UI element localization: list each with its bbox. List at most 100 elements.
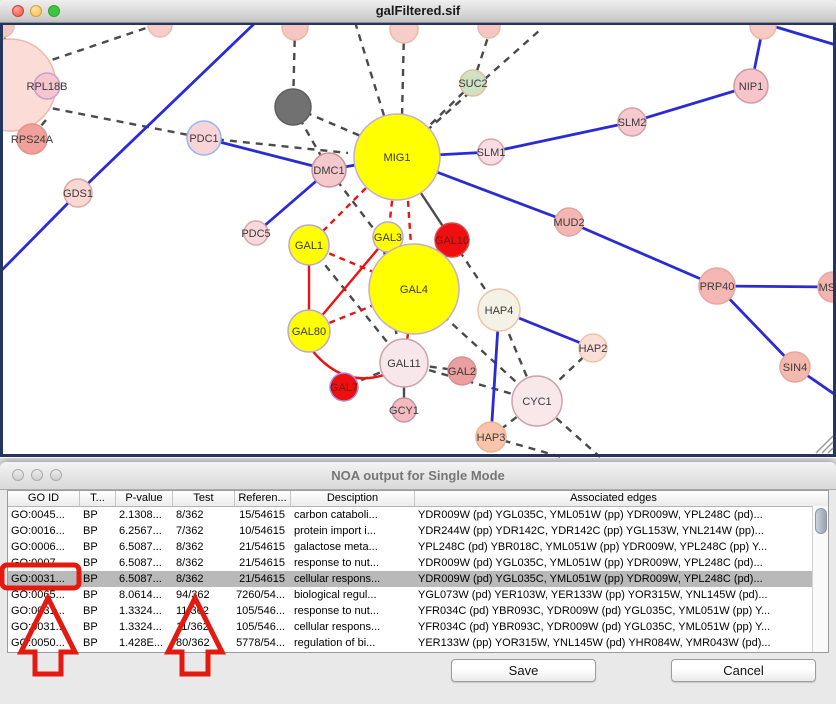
network-node-MIG1[interactable] bbox=[353, 113, 441, 201]
save-button[interactable]: Save bbox=[451, 659, 596, 682]
network-edge-blue[interactable] bbox=[631, 84, 752, 124]
network-window-titlebar[interactable]: galFiltered.sif bbox=[0, 0, 836, 23]
cancel-button[interactable]: Cancel bbox=[671, 659, 816, 682]
table-cell: BP bbox=[83, 589, 98, 601]
network-node-GCY1[interactable] bbox=[391, 397, 417, 423]
network-edge-red-dashed[interactable] bbox=[308, 287, 415, 333]
network-node-GAL80[interactable] bbox=[287, 309, 331, 353]
network-node-label: MIG1 bbox=[384, 152, 411, 164]
noa-window-titlebar[interactable]: NOA output for Single Mode bbox=[0, 462, 836, 490]
column-header-desciption[interactable]: Desciption bbox=[291, 491, 415, 506]
table-body: GO:0045... BP 2.1308... 8/362 15/54615 carbon… bbox=[8, 507, 828, 651]
network-node-GAL4[interactable] bbox=[368, 243, 460, 335]
network-node-RPS24A[interactable] bbox=[16, 123, 48, 155]
network-canvas[interactable]: RPL18B RPS24A GDS1 PDC1 DMC1 MIG1 SLM1 SLM2 NIP1… bbox=[0, 0, 836, 458]
vertical-scrollbar[interactable] bbox=[812, 506, 828, 652]
table-cell: 11/362 bbox=[176, 621, 209, 633]
network-node-MUD2[interactable] bbox=[554, 207, 584, 237]
network-node-GDS1[interactable] bbox=[63, 178, 93, 208]
table-row[interactable]: GO:0050... BP 1.428E... 80/362 5778/54... reg… bbox=[8, 635, 828, 651]
table-cell: GO:0031... bbox=[11, 621, 65, 633]
column-header-referen-[interactable]: Referen... bbox=[235, 491, 291, 506]
table-cell: response to nut... bbox=[294, 605, 379, 617]
network-node-CYC1[interactable] bbox=[511, 375, 563, 427]
noa-window-title: NOA output for Single Mode bbox=[331, 468, 505, 483]
table-cell: 11/362 bbox=[176, 605, 209, 617]
network-edge-gray-dashed[interactable] bbox=[403, 361, 463, 373]
network-node-NIP1[interactable] bbox=[733, 68, 769, 104]
network-edge-blue[interactable] bbox=[568, 220, 718, 288]
window-traffic-lights bbox=[12, 5, 60, 17]
network-node-SLM2[interactable] bbox=[617, 107, 647, 137]
network-edge-blue[interactable] bbox=[77, 20, 257, 195]
network-node-PDC5[interactable] bbox=[243, 220, 269, 246]
column-header-test[interactable]: Test bbox=[173, 491, 235, 506]
table-row[interactable]: GO:0016... BP 6.2567... 7/362 10/54615 protei… bbox=[8, 523, 828, 539]
network-node-label: RPS24A bbox=[11, 134, 54, 146]
network-node-SIN4[interactable] bbox=[779, 351, 811, 383]
network-edge-blue[interactable] bbox=[203, 136, 330, 172]
table-cell: 7260/54... bbox=[236, 589, 285, 601]
minimize-button[interactable] bbox=[30, 5, 42, 17]
table-row[interactable]: GO:0031... BP 1.3324... 11/362 105/546... res… bbox=[8, 603, 828, 619]
table-cell: 1.3324... bbox=[119, 621, 162, 633]
table-cell: GO:0050... bbox=[11, 637, 65, 649]
network-node-GAL2[interactable] bbox=[447, 356, 477, 386]
scrollbar-thumb[interactable] bbox=[815, 508, 827, 534]
network-edge-gray-dashed[interactable] bbox=[353, 21, 388, 123]
column-header-associated-edges[interactable]: Associated edges bbox=[570, 492, 657, 504]
network-node-HAP2[interactable] bbox=[578, 333, 608, 363]
network-node-GAL11[interactable] bbox=[379, 338, 429, 388]
column-header-go-id[interactable]: GO ID bbox=[8, 491, 80, 506]
network-node-HAP4[interactable] bbox=[477, 288, 521, 332]
network-edge-gray-dashed[interactable] bbox=[400, 29, 406, 119]
table-cell: YER133W (pp) YOR315W, YNL145W (pd) YHR08… bbox=[418, 637, 771, 649]
network-window: RPL18B RPS24A GDS1 PDC1 DMC1 MIG1 SLM1 SLM2 NIP1… bbox=[0, 0, 836, 458]
table-row[interactable]: GO:0006... BP 6.5087... 8/362 21/54615 galact… bbox=[8, 539, 828, 555]
network-node-SUC2[interactable] bbox=[459, 69, 487, 97]
table-cell: 8/362 bbox=[176, 573, 204, 585]
network-edge-blue[interactable] bbox=[765, 22, 836, 47]
network-node-gray-node[interactable] bbox=[274, 88, 312, 126]
network-node-GAL10[interactable] bbox=[434, 222, 470, 258]
column-header-t-[interactable]: T... bbox=[80, 491, 116, 506]
table-row[interactable]: GO:0007... BP 6.5087... 8/362 21/54615 respon… bbox=[8, 555, 828, 571]
table-cell: GO:0065... bbox=[11, 589, 65, 601]
table-cell: 8/362 bbox=[176, 509, 204, 521]
network-edge-gray-dashed[interactable] bbox=[471, 24, 494, 84]
zoom-button[interactable] bbox=[50, 469, 62, 481]
close-button[interactable] bbox=[12, 469, 24, 481]
table-row[interactable]: GO:0065... BP 8.0614... 94/362 7260/54... bio… bbox=[8, 587, 828, 603]
network-edge-blue[interactable] bbox=[716, 284, 834, 289]
network-edge-gray-dashed[interactable] bbox=[429, 82, 474, 126]
network-edge-gray-dashed[interactable] bbox=[203, 136, 349, 155]
noa-output-window: NOA output for Single Mode GO ID T... P-va… bbox=[0, 462, 836, 704]
network-node-GAL1[interactable] bbox=[288, 224, 330, 266]
network-node-PDC1[interactable] bbox=[186, 120, 222, 156]
network-node-label: SIN4 bbox=[783, 362, 807, 374]
minimize-button[interactable] bbox=[31, 469, 43, 481]
table-cell: cellular respons... bbox=[294, 573, 381, 585]
table-cell: YPL248C (pd) YBR018C, YML051W (pp) YDR00… bbox=[418, 541, 768, 553]
network-edge-blue[interactable] bbox=[0, 192, 79, 273]
network-edge-red-dashed[interactable] bbox=[308, 243, 415, 291]
network-node-PRP40[interactable] bbox=[698, 267, 736, 305]
network-edge-gray-dashed[interactable] bbox=[490, 400, 538, 438]
network-node-RPL18B[interactable] bbox=[33, 72, 61, 100]
network-node-DMC1[interactable] bbox=[311, 152, 347, 188]
network-edge-gray-dashed[interactable] bbox=[27, 23, 156, 70]
network-node-SLM1[interactable] bbox=[477, 138, 505, 166]
network-edge-blue[interactable] bbox=[490, 120, 633, 154]
column-header-p-value[interactable]: P-value bbox=[116, 491, 173, 506]
network-node-GAL7[interactable] bbox=[329, 372, 359, 402]
network-edge-gray-dashed[interactable] bbox=[39, 104, 205, 140]
table-row[interactable]: GO:0031... BP 6.5087... 8/362 21/54615 cellul… bbox=[8, 571, 828, 587]
close-button[interactable] bbox=[12, 5, 24, 17]
network-node-label: CYC1 bbox=[522, 396, 551, 408]
zoom-button[interactable] bbox=[48, 5, 60, 17]
table-cell: GO:0031... bbox=[11, 605, 65, 617]
network-edge-gray-dashed[interactable] bbox=[328, 169, 402, 266]
network-node-HAP3[interactable] bbox=[475, 421, 507, 453]
table-row[interactable]: GO:0031... BP 1.3324... 11/362 105/546... cel… bbox=[8, 619, 828, 635]
table-row[interactable]: GO:0045... BP 2.1308... 8/362 15/54615 carbon… bbox=[8, 507, 828, 523]
